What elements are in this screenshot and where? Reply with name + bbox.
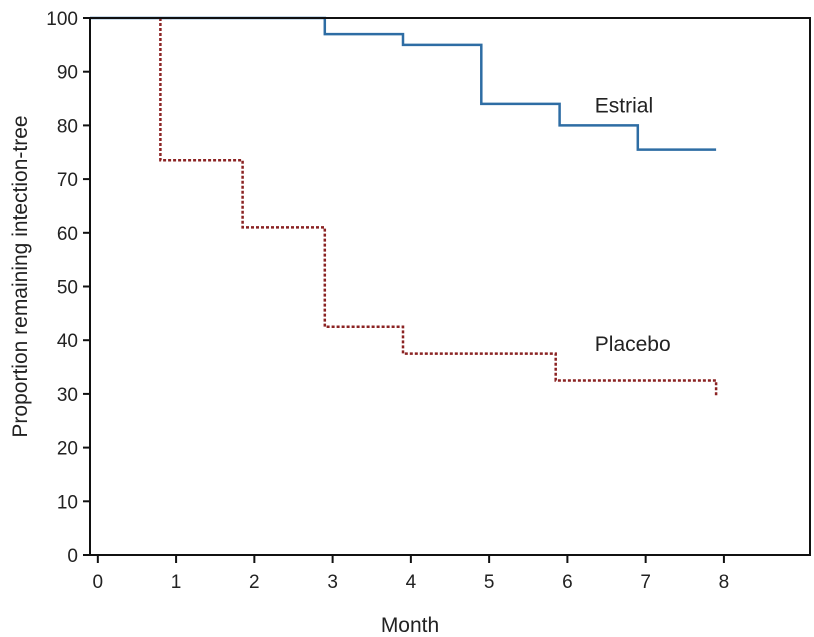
x-tick-label: 2 [249, 572, 260, 593]
x-tick-label: 1 [171, 572, 182, 593]
y-tick-label: 50 [57, 278, 78, 299]
x-tick-label: 6 [562, 572, 573, 593]
y-tick-label: 100 [46, 9, 78, 30]
plot-frame [89, 17, 811, 556]
x-tick-label: 5 [484, 572, 495, 593]
y-tick-label: 60 [57, 224, 78, 245]
y-tick-label: 30 [57, 385, 78, 406]
x-tick-label: 3 [327, 572, 338, 593]
y-axis-title: Proportion remaining intection-tree [9, 115, 32, 437]
series-label-placebo: Placebo [595, 333, 671, 356]
y-tick-label: 10 [57, 492, 78, 513]
y-tick-label: 20 [57, 439, 78, 460]
x-tick-label: 7 [640, 572, 651, 593]
y-tick-label: 90 [57, 63, 78, 84]
x-tick-label: 8 [719, 572, 730, 593]
y-tick-label: 40 [57, 331, 78, 352]
x-axis-title: Month [381, 614, 439, 637]
series-line-placebo [159, 18, 718, 397]
y-tick-label: 80 [57, 116, 78, 137]
series-label-estrial: Estrial [595, 94, 653, 117]
series-line-estrial [90, 16, 717, 151]
y-tick-label: 0 [67, 546, 78, 567]
y-tick-label: 70 [57, 170, 78, 191]
x-tick-label: 4 [406, 572, 417, 593]
x-tick-label: 0 [93, 572, 104, 593]
